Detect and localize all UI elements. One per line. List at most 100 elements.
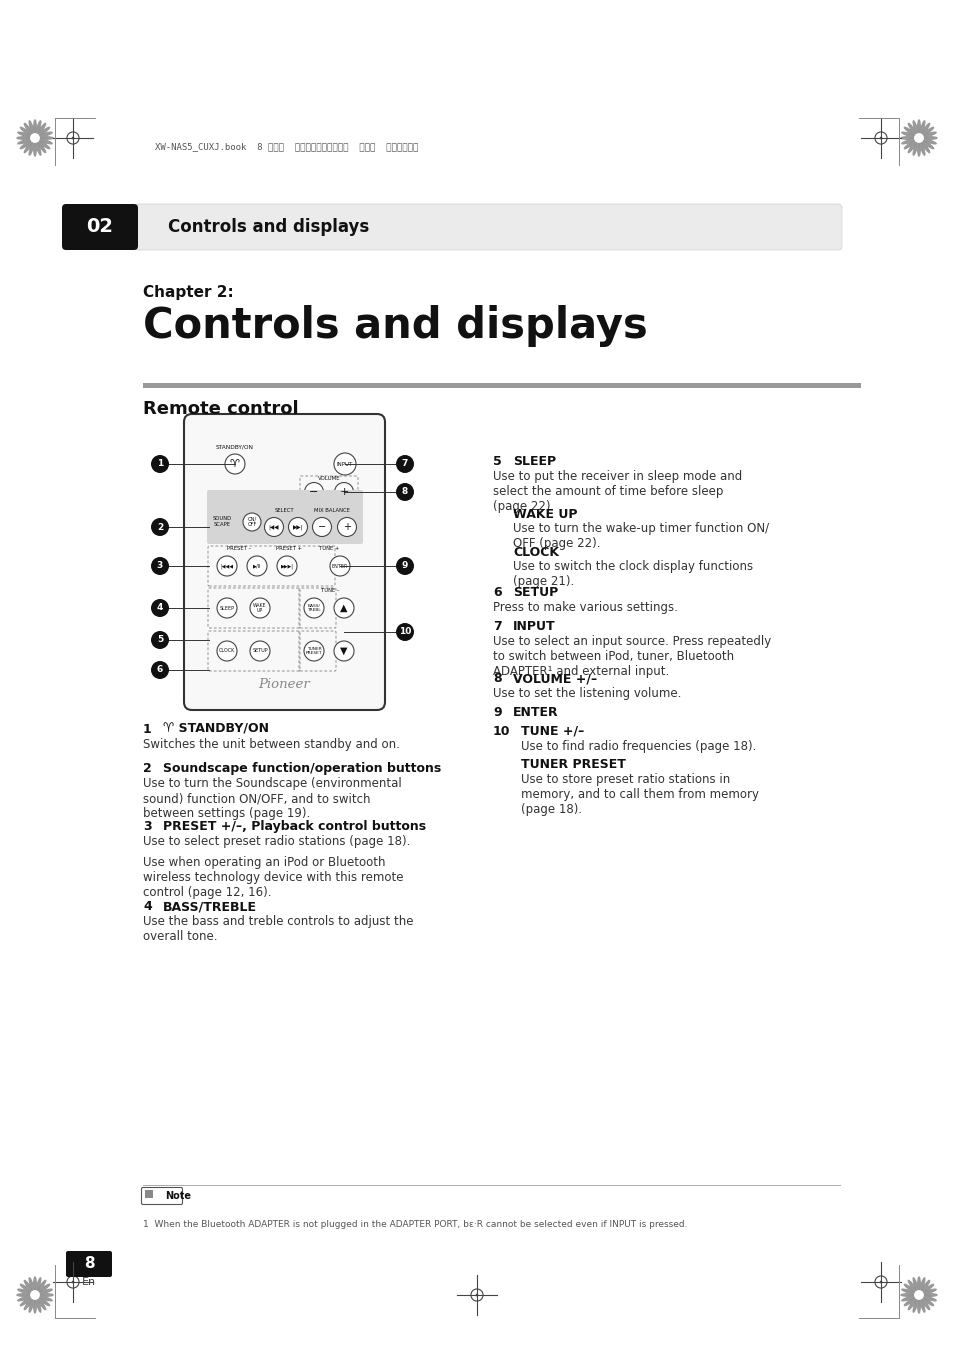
Text: 7: 7 — [401, 459, 408, 468]
Text: ▶▶|: ▶▶| — [293, 524, 303, 529]
Text: ♈: ♈ — [230, 459, 240, 468]
Text: Controls and displays: Controls and displays — [143, 305, 647, 347]
Text: SLEEP: SLEEP — [219, 606, 234, 610]
Circle shape — [243, 513, 261, 531]
Circle shape — [913, 134, 923, 143]
Text: Use to set the listening volume.: Use to set the listening volume. — [493, 687, 680, 701]
Text: ♈ STANDBY/ON: ♈ STANDBY/ON — [163, 724, 269, 736]
Bar — [145, 1189, 152, 1197]
Text: SCAPE: SCAPE — [213, 522, 231, 528]
Text: WAKE
UP: WAKE UP — [253, 602, 267, 613]
Text: Remote control: Remote control — [143, 400, 298, 418]
Text: PRESET +: PRESET + — [275, 547, 302, 552]
Text: MIX BALANCE: MIX BALANCE — [314, 509, 350, 513]
FancyBboxPatch shape — [184, 414, 385, 710]
Text: CLOCK: CLOCK — [218, 648, 235, 653]
Text: 02: 02 — [87, 217, 113, 236]
Text: 8: 8 — [493, 672, 501, 684]
Circle shape — [151, 518, 169, 536]
Circle shape — [250, 641, 270, 662]
Circle shape — [395, 558, 414, 575]
Polygon shape — [900, 120, 936, 157]
Text: TUNE +/–: TUNE +/– — [520, 725, 583, 738]
Text: |◀◀: |◀◀ — [269, 524, 279, 529]
Text: 4: 4 — [156, 603, 163, 613]
Circle shape — [476, 1293, 477, 1296]
Text: 8: 8 — [84, 1257, 94, 1272]
Circle shape — [395, 622, 414, 641]
Text: 2: 2 — [143, 761, 152, 775]
Text: VOLUME: VOLUME — [317, 477, 340, 482]
Circle shape — [30, 134, 40, 143]
Circle shape — [304, 641, 324, 662]
Circle shape — [304, 482, 323, 501]
Text: ▶/Ⅱ: ▶/Ⅱ — [253, 563, 261, 568]
Circle shape — [335, 482, 354, 501]
Text: Use to turn the wake-up timer function ON/
OFF (page 22).: Use to turn the wake-up timer function O… — [513, 522, 768, 549]
Text: |◀◀◀: |◀◀◀ — [220, 563, 233, 568]
Circle shape — [395, 483, 414, 501]
Text: 3: 3 — [156, 562, 163, 571]
Circle shape — [334, 641, 354, 662]
FancyBboxPatch shape — [66, 1251, 112, 1277]
Text: Use to turn the Soundscape (environmental
sound) function ON/OFF, and to switch
: Use to turn the Soundscape (environmenta… — [143, 778, 401, 819]
Polygon shape — [900, 1277, 936, 1314]
Text: SLEEP: SLEEP — [513, 455, 556, 468]
Text: TUNE –: TUNE – — [320, 587, 339, 593]
Circle shape — [879, 136, 882, 139]
Text: SETUP: SETUP — [513, 586, 558, 599]
Circle shape — [395, 455, 414, 472]
Text: ENTER: ENTER — [332, 563, 348, 568]
Text: 4: 4 — [143, 900, 152, 913]
Text: Use the bass and treble controls to adjust the
overall tone.: Use the bass and treble controls to adju… — [143, 915, 413, 944]
Text: XW-NAS5_CUXJ.book  8 ページ  ２０１０年１月２６日  火曜日  午後５時０分: XW-NAS5_CUXJ.book 8 ページ ２０１０年１月２６日 火曜日 午… — [154, 143, 418, 151]
Text: WAKE UP: WAKE UP — [513, 508, 577, 521]
Text: Note: Note — [165, 1191, 191, 1202]
Text: ▲: ▲ — [340, 603, 348, 613]
Circle shape — [30, 1291, 40, 1300]
Text: −: − — [317, 522, 326, 532]
Text: 8: 8 — [401, 487, 408, 497]
Text: 10: 10 — [398, 628, 411, 636]
Text: Switches the unit between standby and on.: Switches the unit between standby and on… — [143, 738, 399, 751]
Text: Soundscape function/operation buttons: Soundscape function/operation buttons — [163, 761, 441, 775]
Text: Use to select preset radio stations (page 18).: Use to select preset radio stations (pag… — [143, 836, 410, 848]
Text: STANDBY/ON: STANDBY/ON — [215, 444, 253, 450]
Circle shape — [276, 556, 296, 576]
Text: 9: 9 — [493, 706, 501, 720]
Text: 7: 7 — [493, 620, 501, 633]
Text: Use to put the receiver in sleep mode and
select the amount of time before sleep: Use to put the receiver in sleep mode an… — [493, 470, 741, 513]
Circle shape — [71, 136, 74, 139]
Circle shape — [216, 556, 236, 576]
Circle shape — [247, 556, 267, 576]
Text: Chapter 2:: Chapter 2: — [143, 285, 233, 300]
Bar — [143, 383, 861, 387]
Text: +: + — [339, 487, 349, 497]
Text: BASS/TREBLE: BASS/TREBLE — [163, 900, 256, 913]
Text: SOUND: SOUND — [213, 517, 232, 521]
Text: ENTER: ENTER — [513, 706, 558, 720]
Circle shape — [304, 598, 324, 618]
Circle shape — [313, 517, 331, 536]
Text: VOLUME +/–: VOLUME +/– — [513, 672, 597, 684]
Text: ON/
OFF: ON/ OFF — [247, 517, 256, 528]
Circle shape — [337, 517, 356, 536]
Text: 6: 6 — [493, 586, 501, 599]
Text: BASS/
TREBL: BASS/ TREBL — [307, 603, 320, 613]
Text: ▼: ▼ — [340, 647, 348, 656]
Circle shape — [264, 517, 283, 536]
Text: SETUP: SETUP — [252, 648, 268, 653]
Text: Press to make various settings.: Press to make various settings. — [493, 601, 678, 614]
Text: Use to select an input source. Press repeatedly
to switch between iPod, tuner, B: Use to select an input source. Press rep… — [493, 634, 770, 678]
Text: Use to switch the clock display functions
(page 21).: Use to switch the clock display function… — [513, 560, 752, 589]
Text: Use to find radio frequencies (page 18).: Use to find radio frequencies (page 18). — [520, 740, 756, 753]
FancyBboxPatch shape — [207, 490, 363, 544]
Circle shape — [913, 1291, 923, 1300]
Text: Use when operating an iPod or Bluetooth
wireless technology device with this rem: Use when operating an iPod or Bluetooth … — [143, 856, 403, 899]
Text: 2: 2 — [156, 522, 163, 532]
Circle shape — [216, 598, 236, 618]
Circle shape — [151, 662, 169, 679]
Text: TUNE +: TUNE + — [318, 547, 339, 552]
Circle shape — [216, 641, 236, 662]
Text: PRESET +/–, Playback control buttons: PRESET +/–, Playback control buttons — [163, 819, 426, 833]
